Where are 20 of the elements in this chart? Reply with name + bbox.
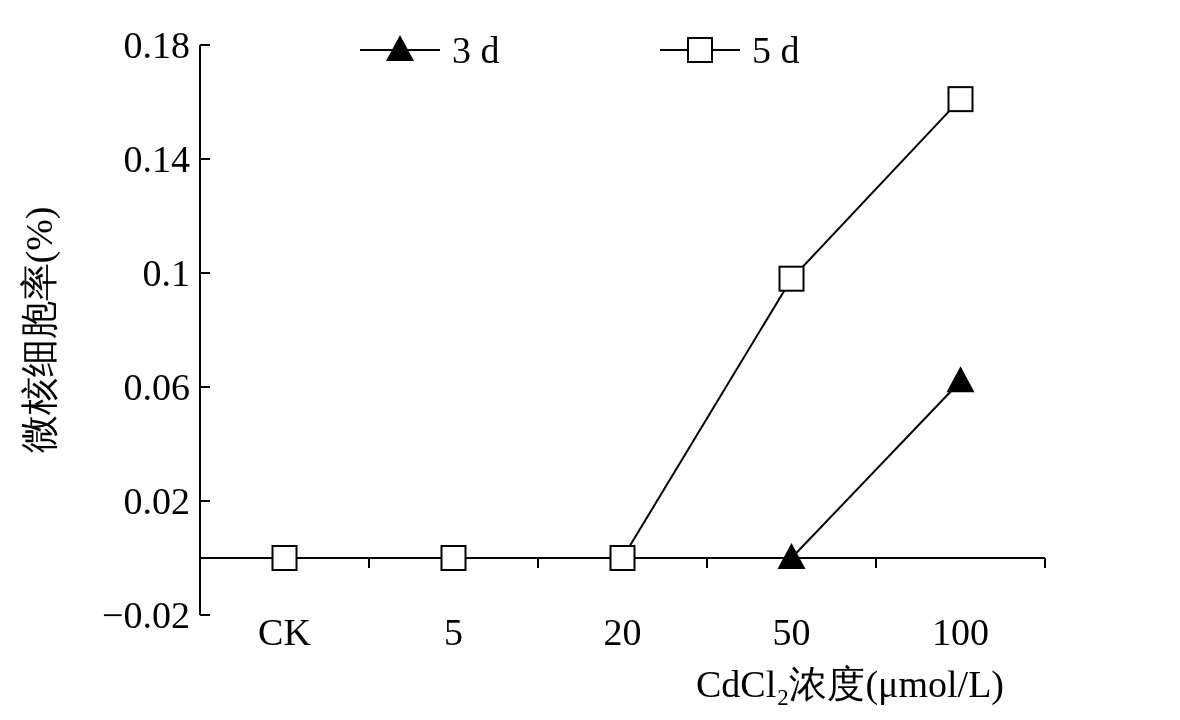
x-tick-label: CK bbox=[258, 611, 312, 653]
x-tick-label: 20 bbox=[603, 611, 642, 653]
point bbox=[609, 545, 636, 571]
point bbox=[271, 545, 298, 571]
legend-label: 3 d bbox=[452, 29, 500, 71]
y-tick-label: −0.02 bbox=[102, 594, 190, 636]
x-tick-label: 50 bbox=[772, 611, 811, 653]
y-tick-label: 0.14 bbox=[123, 138, 190, 180]
y-tick-label: 0.1 bbox=[142, 252, 190, 294]
x-tick-label: 100 bbox=[932, 611, 989, 653]
point bbox=[947, 86, 974, 113]
x-tick-label: 5 bbox=[444, 611, 463, 653]
y-tick-label: 0.02 bbox=[123, 480, 190, 522]
legend-label: 5 d bbox=[752, 29, 800, 71]
point bbox=[778, 265, 805, 292]
point bbox=[440, 545, 467, 571]
y-tick-label: 0.06 bbox=[123, 366, 190, 408]
y-axis-title: 微核细胞率(%) bbox=[18, 206, 61, 454]
x-axis-title: CdCl₂浓度(μmol/L) bbox=[695, 663, 1005, 706]
y-tick-label: 0.18 bbox=[123, 24, 190, 66]
